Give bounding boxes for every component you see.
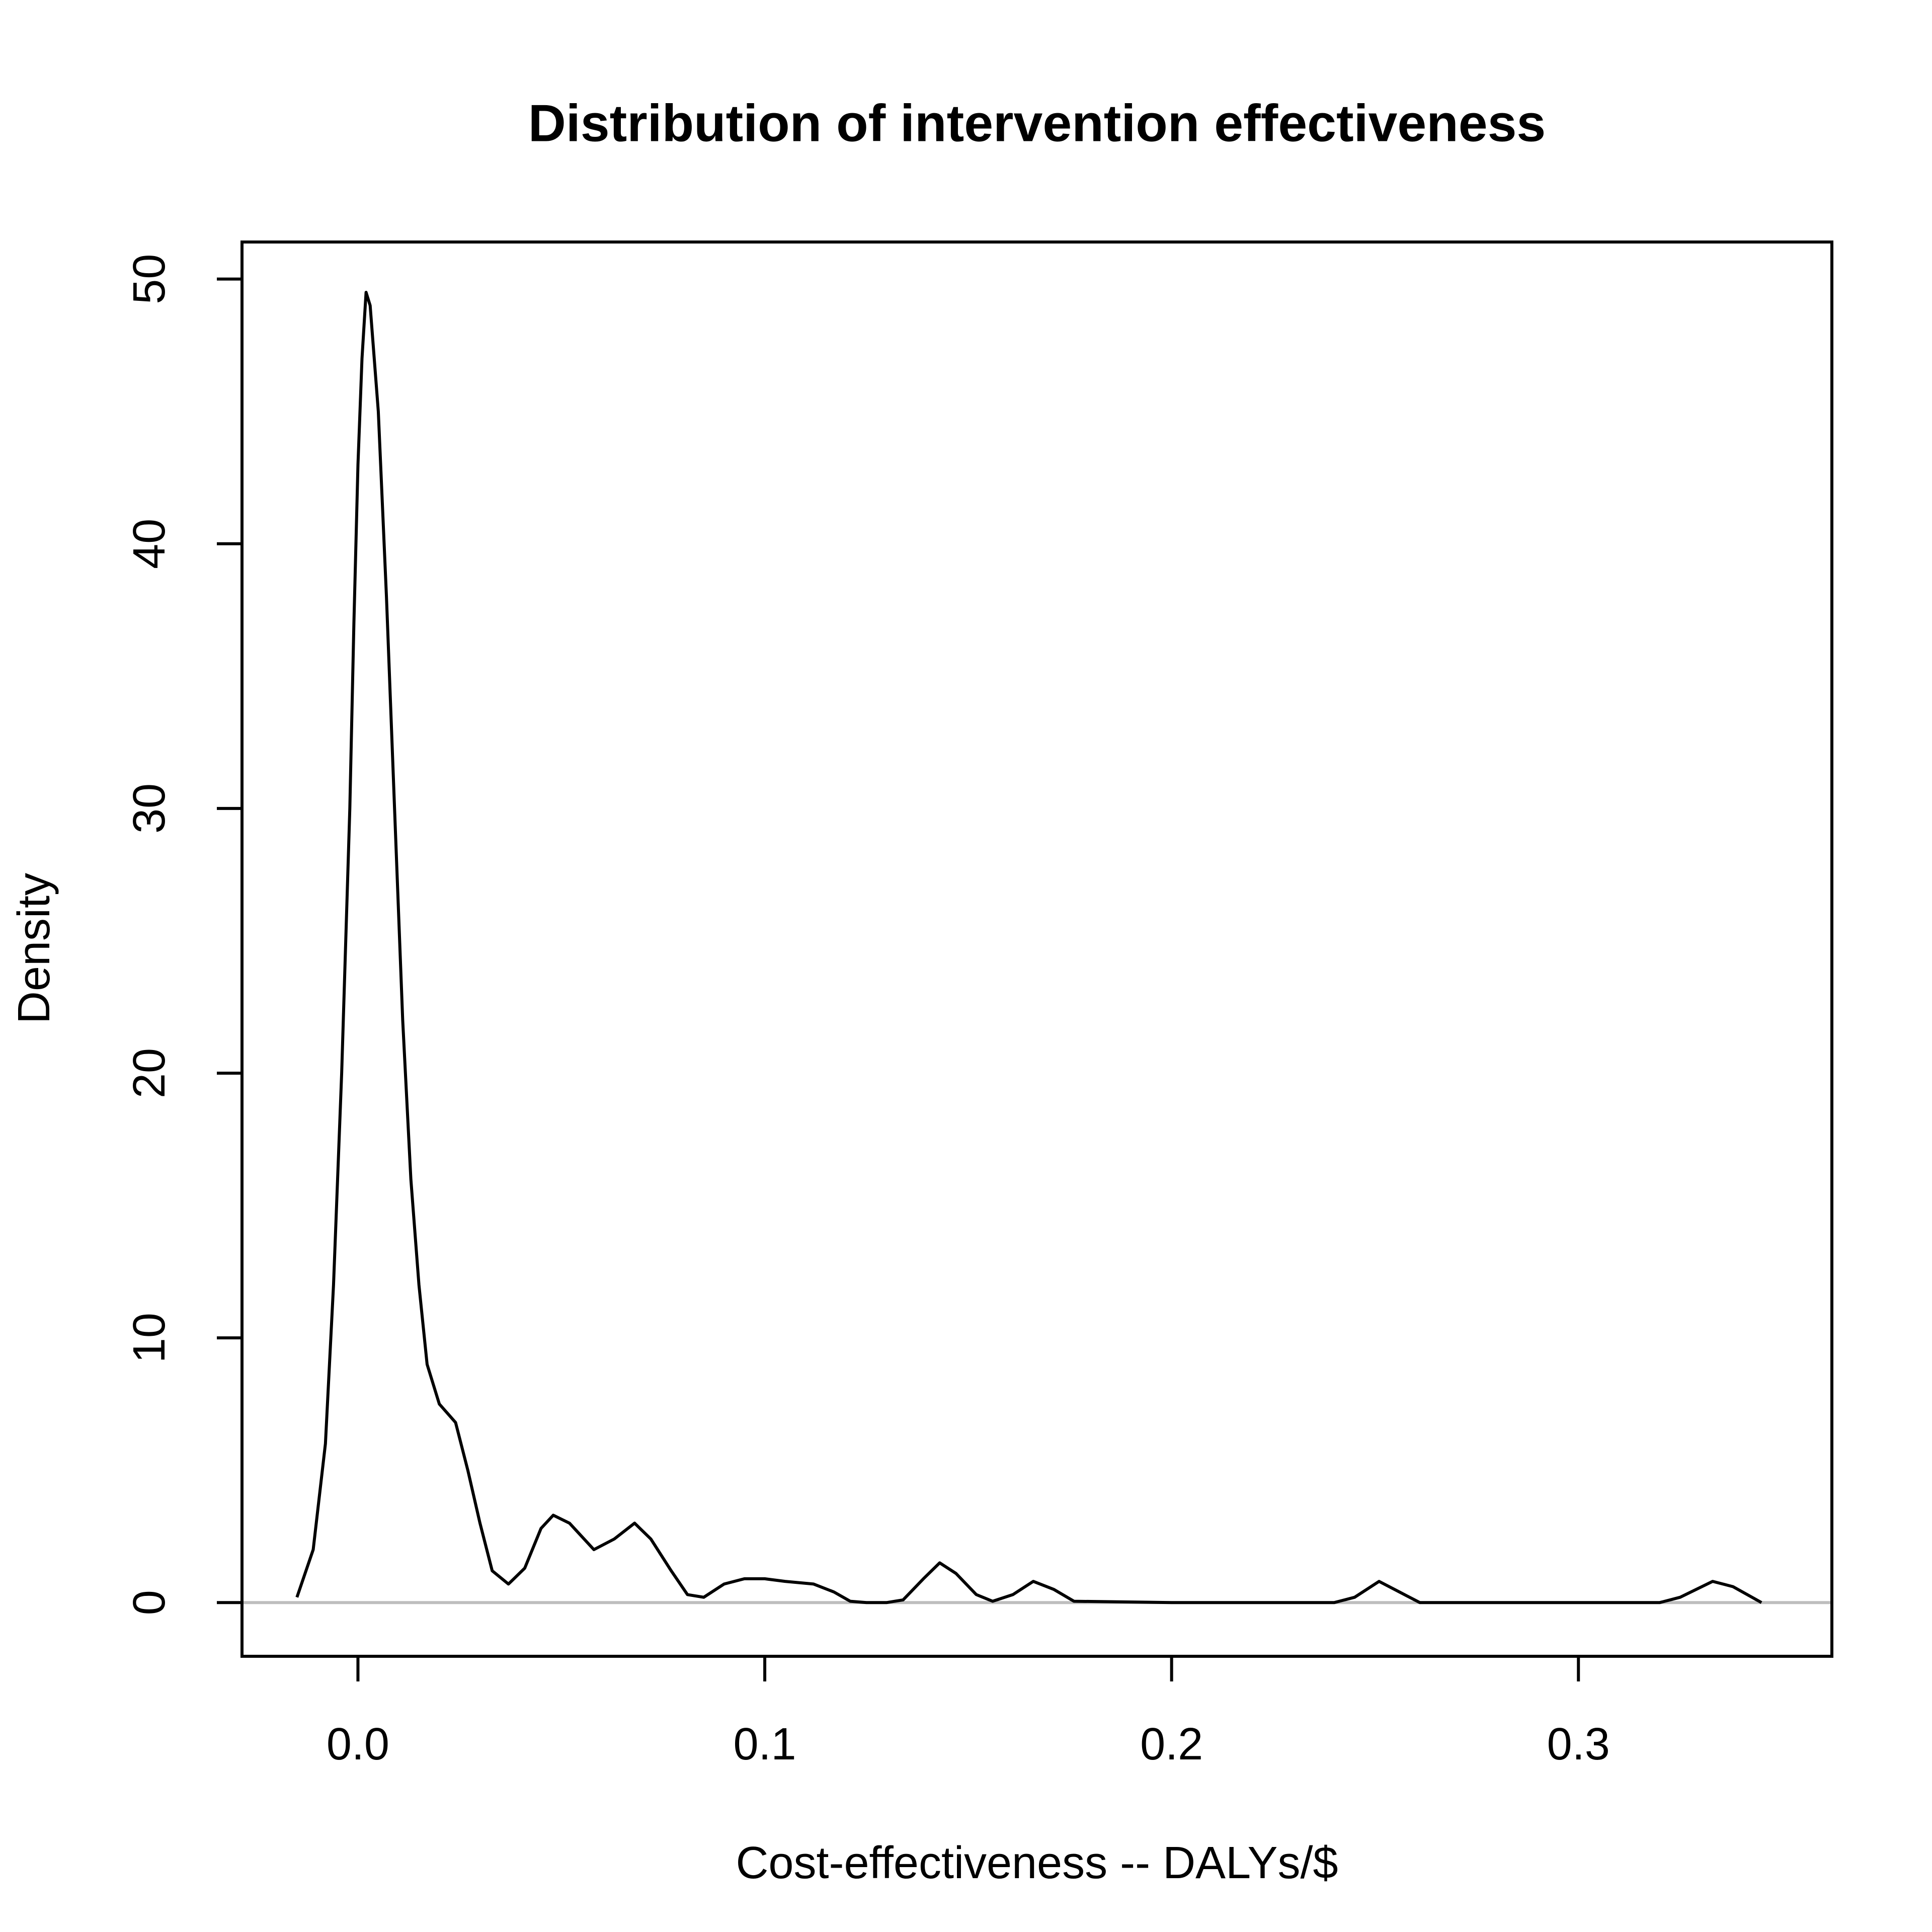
x-axis-label: Cost-effectiveness -- DALYs/$ [736,1838,1338,1888]
x-tick-label: 0.2 [1140,1719,1203,1769]
density-line [295,291,1762,1604]
x-tick-label: 0.3 [1547,1719,1610,1769]
y-tick-label: 0 [124,1590,175,1615]
plot-frame [240,240,1833,1658]
x-tick-label: 0.0 [327,1719,389,1769]
y-tick-label: 10 [124,1313,175,1363]
y-tick-label: 50 [124,254,175,304]
y-axis-label: Density [9,873,59,1024]
y-tick-label: 30 [124,783,175,834]
x-tick-label: 0.1 [733,1719,796,1769]
chart-title: Distribution of intervention effectivene… [528,94,1546,152]
y-tick-label: 40 [124,519,175,569]
y-tick-label: 20 [124,1048,175,1098]
